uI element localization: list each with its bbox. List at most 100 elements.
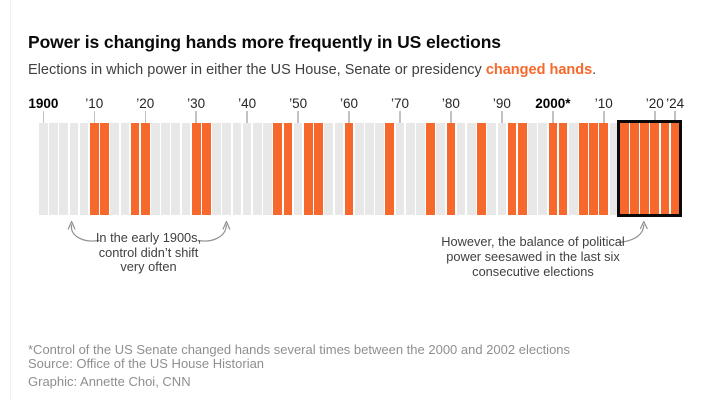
election-bar-1972 [405,123,415,215]
election-bar-1908 [79,123,89,215]
election-bar-1966 [375,123,384,215]
election-bar-1934 [212,123,221,215]
axis-label-1960: ’60 [340,96,359,111]
axis-label-2024: ’24 [666,96,685,111]
election-bar-1958 [334,123,344,215]
axis-tick-1930 [195,111,197,123]
election-bar-2022 [660,123,670,215]
election-bar-2008 [589,123,598,215]
election-bar-1978 [436,123,446,215]
election-bar-1930 [191,123,201,215]
election-bar-1984 [466,123,476,215]
election-bar-2012 [609,123,619,215]
election-bar-1962 [354,123,364,215]
election-bar-1996 [528,123,537,215]
election-bar-2020 [650,123,660,215]
election-bar-1964 [365,123,374,215]
election-bar-1912 [100,123,109,215]
election-bar-1960 [344,123,354,215]
election-bar-1918 [130,123,140,215]
election-bar-1922 [151,123,160,215]
election-bar-1924 [161,123,170,215]
election-bar-1900 [39,123,48,215]
axis-tick-1920 [144,111,146,123]
election-bar-1968 [385,123,395,215]
subtitle-text: Elections in which power in either the U… [28,61,486,78]
election-bar-2000 [548,123,558,215]
graphic-credit-line: Graphic: Annette Choi, CNN [28,374,191,389]
election-bar-1938 [232,123,242,215]
axis-tick-2024 [674,111,676,123]
election-bar-1926 [171,123,181,215]
election-bar-1952 [303,123,313,215]
election-bar-1988 [487,123,497,215]
election-bar-2004 [568,123,578,215]
annotation-line: power seesawed in the last six [446,249,620,264]
axis-label-1990: ’90 [492,96,511,111]
axis-label-2010: ’10 [594,96,613,111]
annotation-line: very often [120,259,177,275]
election-bar-2006 [579,123,588,215]
page-title: Power is changing hands more frequently … [28,31,501,52]
axis-tick-1950 [297,111,299,123]
election-bar-1986 [477,123,486,215]
axis-label-1950: ’50 [289,96,308,111]
footnote: *Control of the US Senate changed hands … [28,342,571,357]
axis-label-2000: 2000* [535,96,571,111]
election-bar-1904 [59,123,69,215]
axis-label-1970: ’70 [390,96,410,111]
election-bar-1992 [507,123,517,215]
source-line: Source: Office of the US House Historian [28,356,265,371]
election-bar-1920 [140,123,150,215]
election-bar-1976 [426,123,435,215]
election-bar-1928 [181,123,191,215]
election-bar-1974 [416,123,425,215]
axis-tick-1970 [399,111,401,123]
axis-label-1940: ’40 [238,96,257,111]
election-bar-1998 [538,123,547,215]
axis-tick-1980 [450,111,452,123]
election-bar-1990 [497,123,507,215]
election-bar-1940 [242,123,252,215]
annotation-early-1900s: In the early 1900s, control didn’t shift… [71,230,226,275]
axis-label-2020: ’20 [645,96,664,111]
election-bar-1982 [456,123,466,215]
page-subtitle: Elections in which power in either the U… [28,62,708,78]
election-bar-2014 [619,123,629,215]
annotation-last-six: However, the balance of political power … [426,234,640,279]
axis-tick-1990 [501,111,503,123]
annotation-line: consecutive elections [472,264,594,279]
election-bar-1914 [110,123,120,215]
election-bar-2002 [558,123,568,215]
axis-tick-1900 [42,111,45,123]
axis-label-1920: ’20 [136,96,155,111]
axis-tick-2020 [654,111,656,123]
axis-label-1910: ’10 [85,96,104,111]
page-edge-line [10,0,11,400]
election-bar-1942 [252,123,262,215]
election-bar-2024 [670,123,680,215]
election-bar-1950 [293,123,303,215]
annotation-line: However, the balance of political [441,234,625,249]
election-bar-1936 [222,123,232,215]
axis-label-1980: ’80 [441,96,460,111]
election-bar-1980 [446,123,456,215]
subtitle-period: . [592,61,597,78]
axis-tick-1910 [93,111,96,123]
election-bar-1970 [395,123,405,215]
election-bar-2016 [630,123,639,215]
election-bar-1956 [324,123,333,215]
last-six-highlight-box [617,119,683,217]
annotation-line: control didn’t shift [98,244,199,260]
election-bar-1932 [202,123,211,215]
election-bar-1946 [273,123,283,215]
election-bar-2018 [640,123,649,215]
axis-tick-1940 [246,111,248,123]
election-bar-1906 [69,123,79,215]
annotation-line: In the early 1900s, [95,230,202,245]
axis-tick-2010 [603,111,605,123]
election-bar-1910 [89,123,99,215]
axis-label-1900: 1900 [28,96,59,111]
